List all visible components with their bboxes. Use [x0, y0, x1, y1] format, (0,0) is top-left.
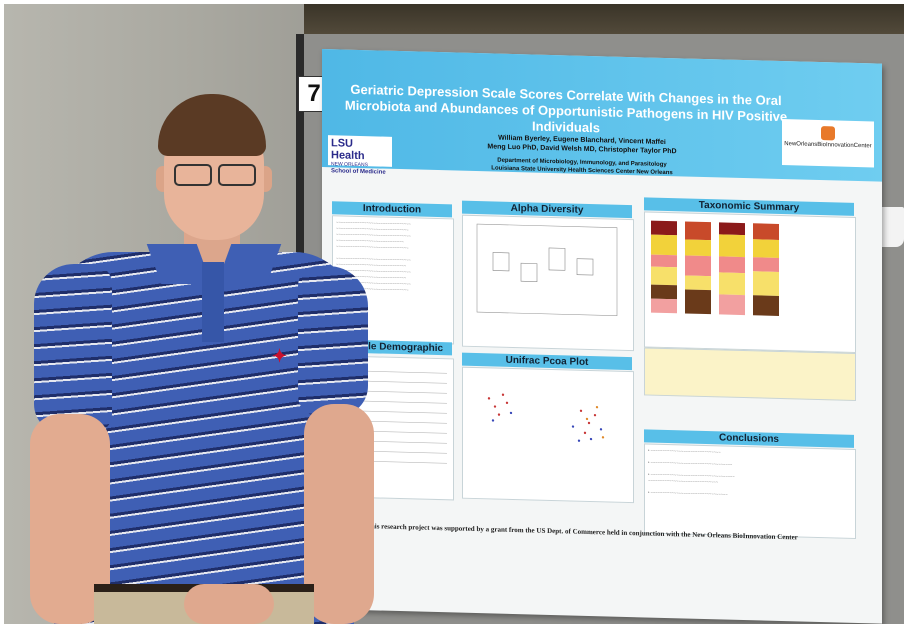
conclusions-text-lines: • ~~~~~~~~~~~~~~~~~~~~~~~~~~~~~~ • ~~~~~~… [648, 447, 735, 497]
hands [184, 584, 274, 624]
unifrac-scatter [487, 393, 605, 442]
right-arm [304, 404, 374, 624]
conclusions-body: • ~~~~~~~~~~~~~~~~~~~~~~~~~~~~~~ • ~~~~~~… [644, 443, 856, 539]
nobic-logo-icon [821, 126, 835, 141]
nobic-logo-text: NewOrleansBioInnovationCenter [784, 141, 872, 150]
glasses-icon [174, 164, 258, 186]
alpha-diversity-panel [462, 214, 634, 352]
taxonomic-panel [644, 211, 856, 353]
alpha-diversity-boxplot [476, 223, 618, 317]
taxonomic-stacked-bars [651, 220, 779, 316]
left-sleeve [34, 264, 112, 434]
left-lens [174, 164, 212, 186]
right-lens [218, 164, 256, 186]
presenter: ✦ [30, 84, 374, 624]
research-poster: Geriatric Depression Scale Scores Correl… [322, 49, 882, 624]
poster-title: Geriatric Depression Scale Scores Correl… [344, 81, 788, 136]
shirt-placket [202, 262, 224, 342]
shirt-emblem: ✦ [272, 346, 288, 366]
poster-department: Department of Microbiology, Immunology, … [432, 155, 732, 179]
hair [158, 94, 266, 156]
poster-header: Geriatric Depression Scale Scores Correl… [322, 49, 882, 182]
photo: 7 Geriatric Depression Scale Scores Corr… [4, 4, 904, 624]
nobic-logo: NewOrleansBioInnovationCenter [782, 119, 874, 168]
right-sleeve [298, 266, 368, 416]
pathogen-table [644, 347, 856, 401]
unifrac-panel [462, 366, 634, 504]
